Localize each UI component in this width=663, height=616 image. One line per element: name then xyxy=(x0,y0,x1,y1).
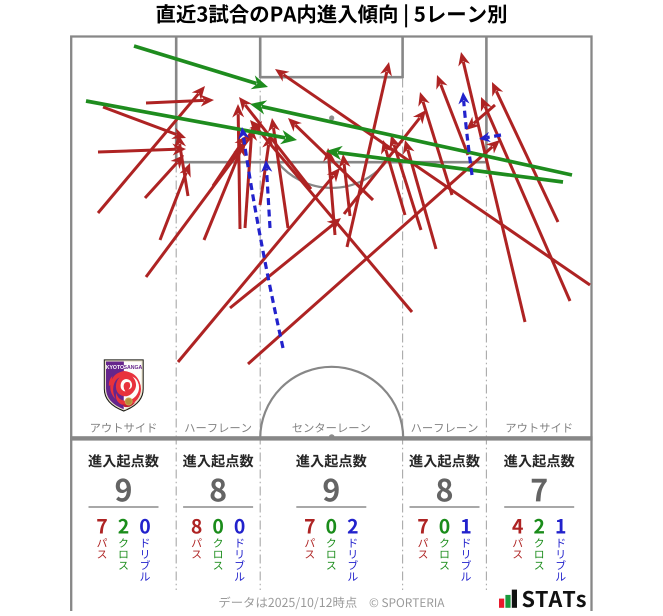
svg-text:KYOTO: KYOTO xyxy=(106,365,124,371)
svg-text:SANGA: SANGA xyxy=(124,365,143,371)
